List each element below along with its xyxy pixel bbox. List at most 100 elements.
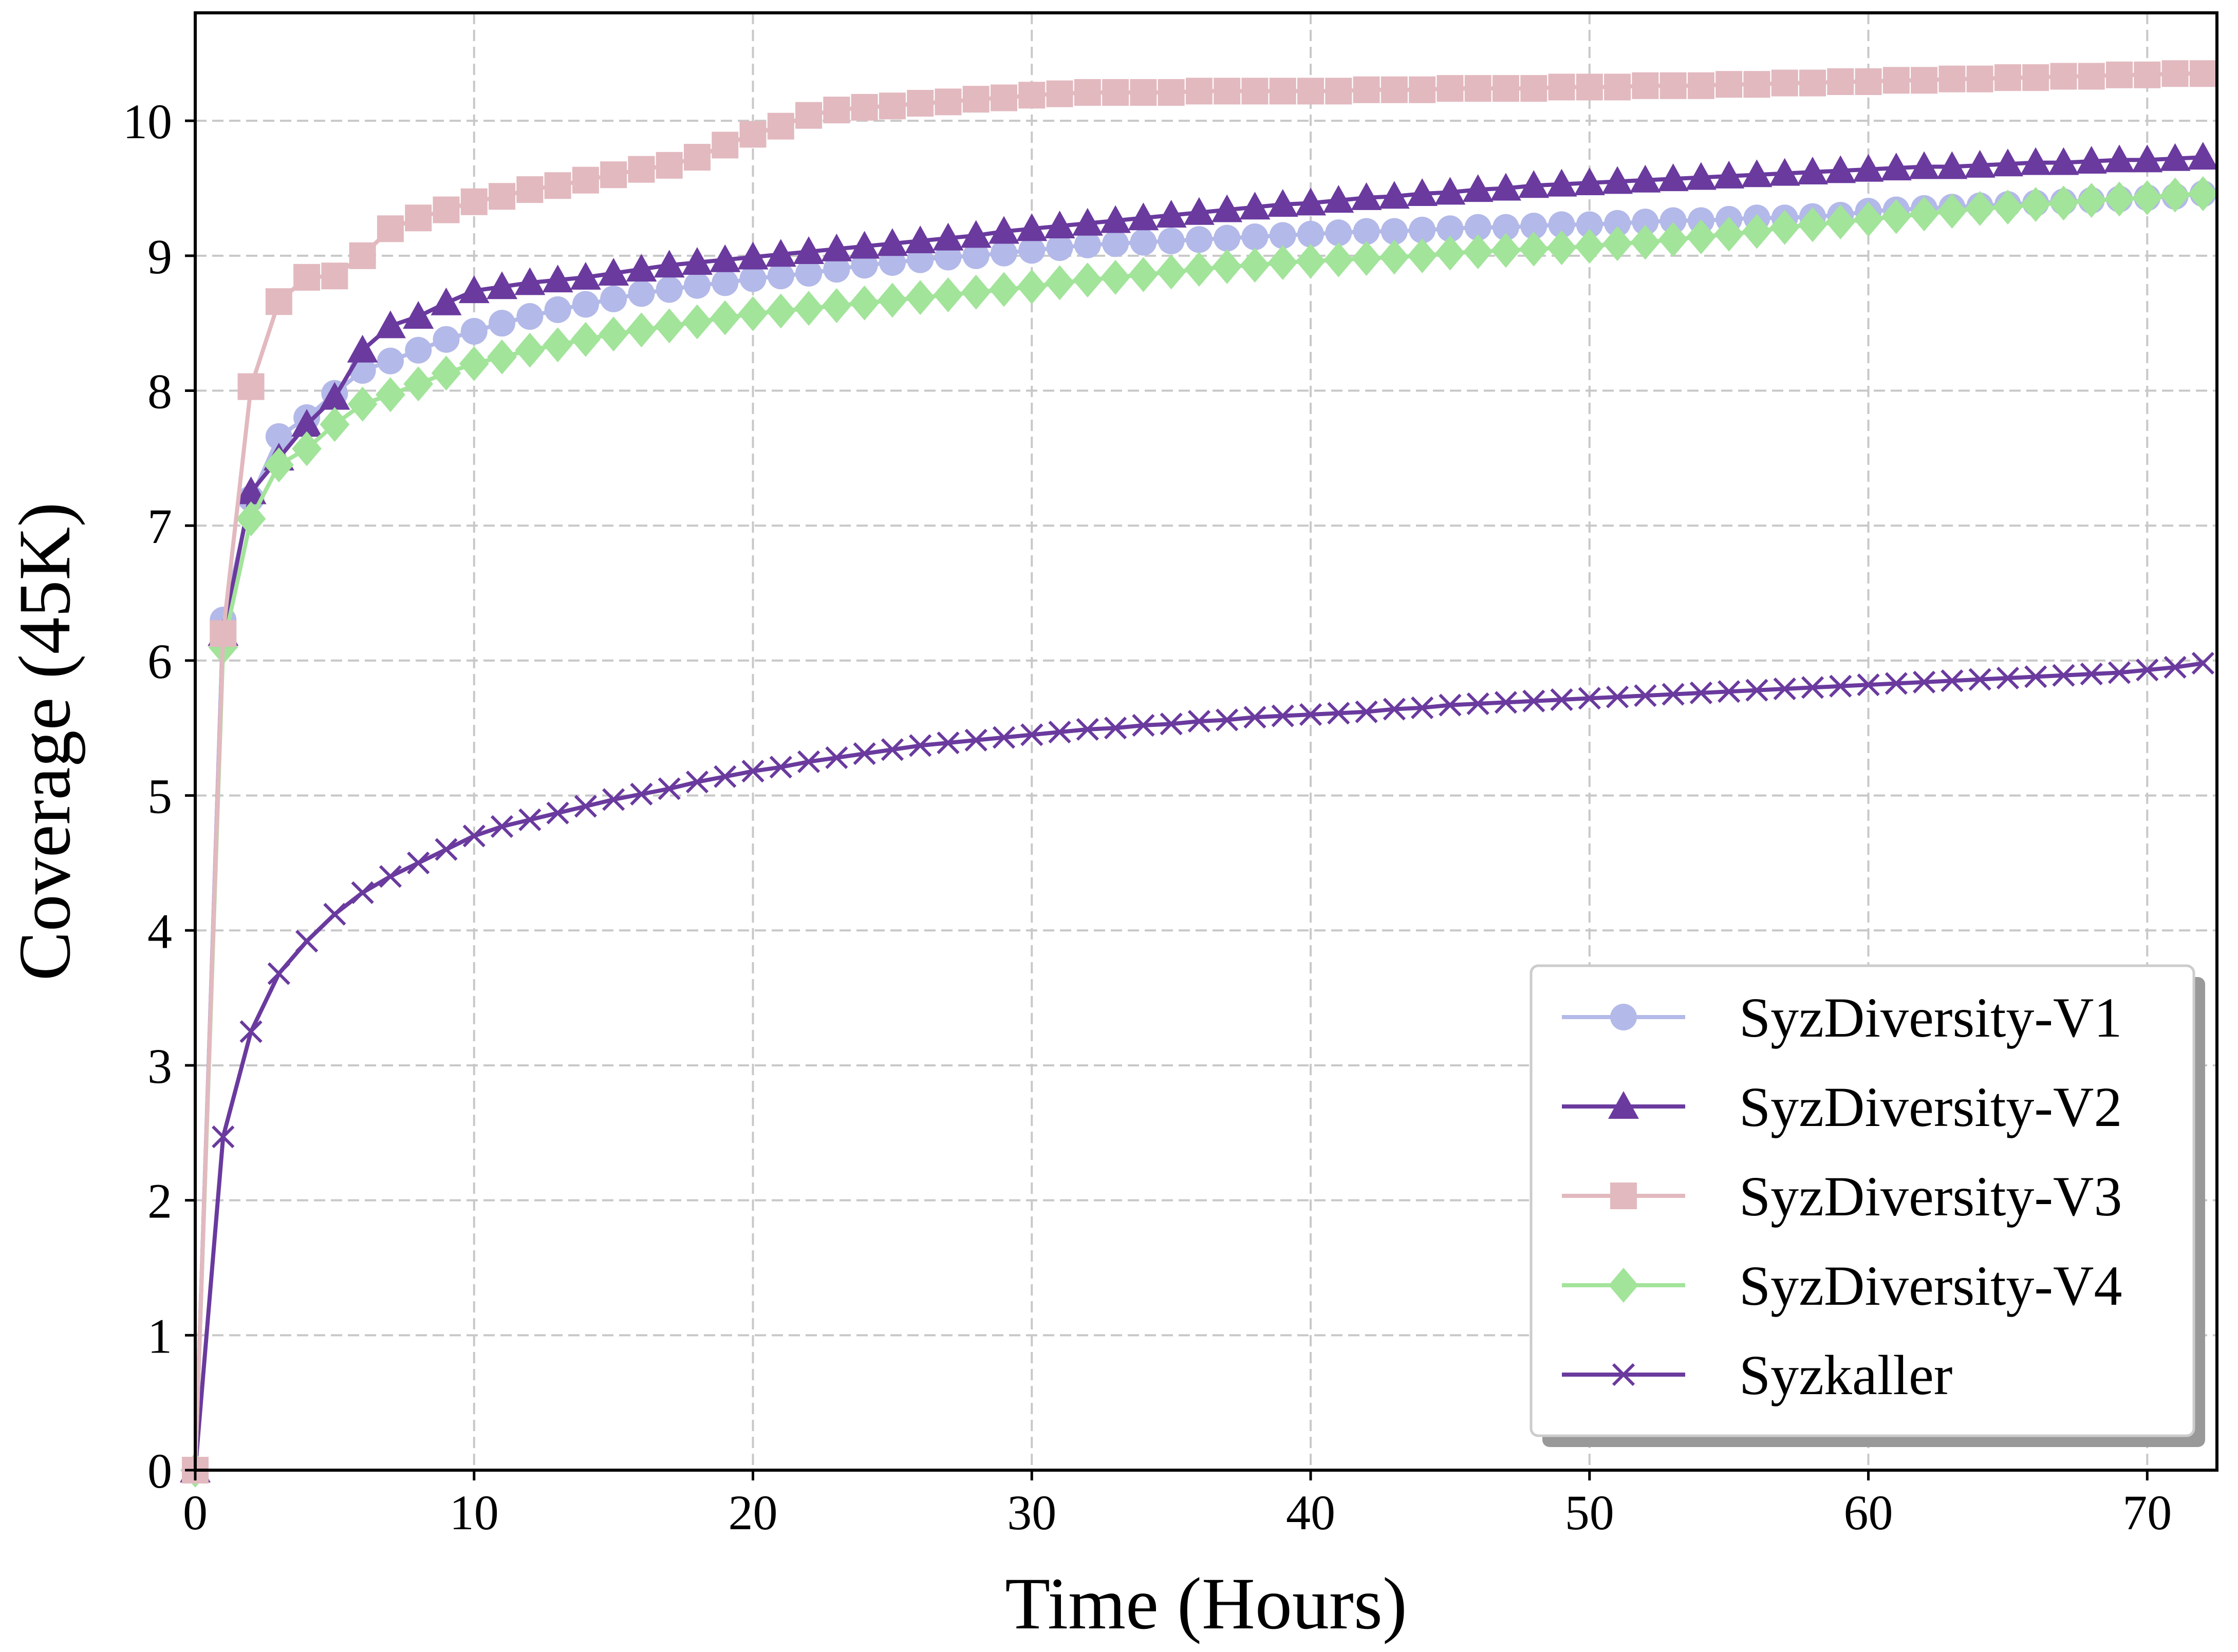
point-marker-triangle (235, 476, 267, 504)
legend-label: Syzkaller (1739, 1344, 1952, 1406)
point-marker-square (1464, 75, 1491, 102)
point-marker-circle (1659, 207, 1687, 234)
point-marker-square (516, 176, 544, 203)
point-marker-circle (656, 276, 683, 303)
point-marker-triangle (1267, 189, 1298, 217)
point-marker-square (1492, 75, 1519, 102)
point-marker-triangle (403, 301, 434, 329)
x-tick-label: 30 (1007, 1485, 1056, 1540)
point-marker-circle (1409, 216, 1436, 243)
point-marker-triangle (431, 287, 462, 315)
point-marker-x (1216, 708, 1239, 731)
point-marker-triangle (2076, 145, 2107, 174)
point-marker-square (210, 620, 237, 647)
point-marker-diamond (682, 304, 712, 340)
point-marker-square (572, 166, 599, 194)
y-tick-label: 2 (147, 1174, 172, 1229)
point-marker-x (769, 756, 792, 779)
point-marker-triangle (2187, 142, 2218, 170)
point-marker-diamond (1017, 269, 1047, 305)
point-marker-circle (1325, 219, 1352, 247)
point-marker-triangle (542, 265, 573, 293)
point-marker-triangle (1295, 187, 1327, 216)
point-marker-square (405, 204, 432, 232)
point-marker-square (2189, 60, 2216, 87)
point-marker-diamond (2076, 183, 2106, 218)
legend-item: SyzDiversity-V4 (1562, 1254, 2122, 1317)
point-marker-square (628, 156, 655, 183)
point-marker-square (1659, 72, 1687, 99)
point-marker-diamond (654, 308, 684, 344)
point-marker-square (2078, 63, 2105, 90)
point-marker-square (2050, 63, 2077, 90)
point-marker-diamond (877, 283, 907, 318)
point-marker-x (1383, 698, 1406, 721)
point-marker-diamond (1212, 249, 1242, 284)
point-marker-x (2052, 664, 2075, 687)
point-marker-x (379, 865, 402, 888)
point-marker-diamond (1574, 229, 1605, 264)
point-marker-triangle (1602, 166, 1633, 194)
y-tick-label: 5 (147, 769, 172, 824)
point-marker-circle (739, 265, 767, 292)
point-marker-diamond (292, 431, 322, 466)
point-marker-triangle (1044, 211, 1075, 239)
point-marker-x (1885, 672, 1908, 695)
point-marker-circle (1130, 229, 1157, 256)
point-marker-x (2191, 652, 2214, 675)
point-marker-square (656, 152, 683, 179)
point-marker-triangle (570, 261, 601, 290)
point-marker-triangle (1769, 158, 1800, 186)
point-marker-diamond (1128, 257, 1159, 292)
point-marker-diamond (403, 366, 434, 402)
point-marker-x (797, 750, 820, 774)
legend-label: SyzDiversity-V4 (1739, 1254, 2122, 1317)
point-marker-x (574, 795, 597, 818)
point-marker-circle (1214, 224, 1241, 252)
point-marker-triangle (989, 216, 1019, 244)
point-marker-triangle (1407, 178, 1438, 206)
point-marker-circle (405, 336, 432, 364)
point-marker-square (1046, 80, 1073, 107)
y-tick-label: 7 (147, 499, 172, 554)
legend-label: SyzDiversity-V1 (1739, 986, 2122, 1049)
point-marker-circle (1548, 211, 1575, 238)
point-marker-square (1610, 1182, 1637, 1209)
point-marker-x (992, 726, 1016, 749)
point-marker-diamond (236, 501, 266, 537)
x-tick-label: 20 (729, 1485, 778, 1540)
point-marker-square (2161, 60, 2189, 87)
point-marker-square (1855, 68, 1882, 95)
point-marker-triangle (681, 247, 713, 275)
point-marker-diamond (1072, 262, 1103, 298)
point-marker-triangle (2020, 147, 2052, 175)
point-marker-circle (1046, 234, 1073, 261)
point-marker-diamond (376, 377, 405, 412)
point-marker-square (962, 86, 990, 113)
point-marker-x (267, 962, 290, 985)
point-marker-square (600, 161, 627, 189)
point-marker-x (714, 765, 737, 788)
point-marker-circle (265, 423, 292, 450)
point-marker-triangle (793, 236, 825, 264)
point-marker-square (1687, 72, 1714, 99)
point-marker-diamond (543, 327, 573, 363)
y-tick-label: 6 (147, 634, 172, 689)
point-marker-diamond (1546, 230, 1577, 266)
point-marker-triangle (347, 334, 378, 363)
point-marker-triangle (737, 241, 769, 270)
point-marker-square (1130, 79, 1157, 106)
point-marker-x (1801, 676, 1824, 699)
point-marker-x (658, 777, 681, 800)
point-marker-triangle (821, 233, 852, 261)
point-marker-square (1576, 73, 1603, 101)
point-marker-triangle (1685, 162, 1717, 190)
point-marker-diamond (2160, 177, 2190, 213)
point-marker-diamond (1825, 204, 1856, 240)
point-marker-diamond (1937, 194, 1967, 229)
point-marker-x (1718, 680, 1741, 703)
point-marker-triangle (375, 310, 406, 339)
point-marker-x (1606, 685, 1629, 708)
point-marker-diamond (459, 346, 489, 381)
